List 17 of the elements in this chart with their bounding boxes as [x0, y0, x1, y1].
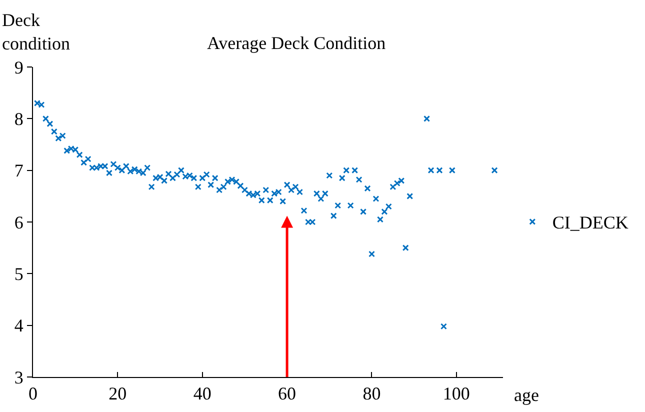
- x-tick-label: 60: [278, 384, 296, 404]
- legend-label: CI_DECK: [552, 212, 628, 233]
- x-tick-label: 100: [442, 384, 470, 404]
- x-tick-label: 40: [193, 384, 212, 404]
- y-tick-label: 5: [14, 264, 24, 284]
- chart-title: Average Deck Condition: [207, 33, 386, 53]
- x-tick-label: 20: [108, 384, 127, 404]
- y-tick-label: 9: [14, 57, 24, 78]
- x-tick-label: 0: [28, 384, 38, 404]
- y-tick-label: 6: [14, 212, 24, 232]
- y-axis-title: Deck condition: [2, 10, 70, 54]
- x-axis-title: age: [514, 385, 539, 405]
- y-tick-label: 3: [14, 367, 24, 388]
- y-tick-label: 8: [14, 108, 24, 129]
- y-tick-label: 4: [14, 316, 24, 336]
- y-tick-label: 7: [14, 160, 24, 181]
- x-tick-label: 80: [362, 384, 381, 404]
